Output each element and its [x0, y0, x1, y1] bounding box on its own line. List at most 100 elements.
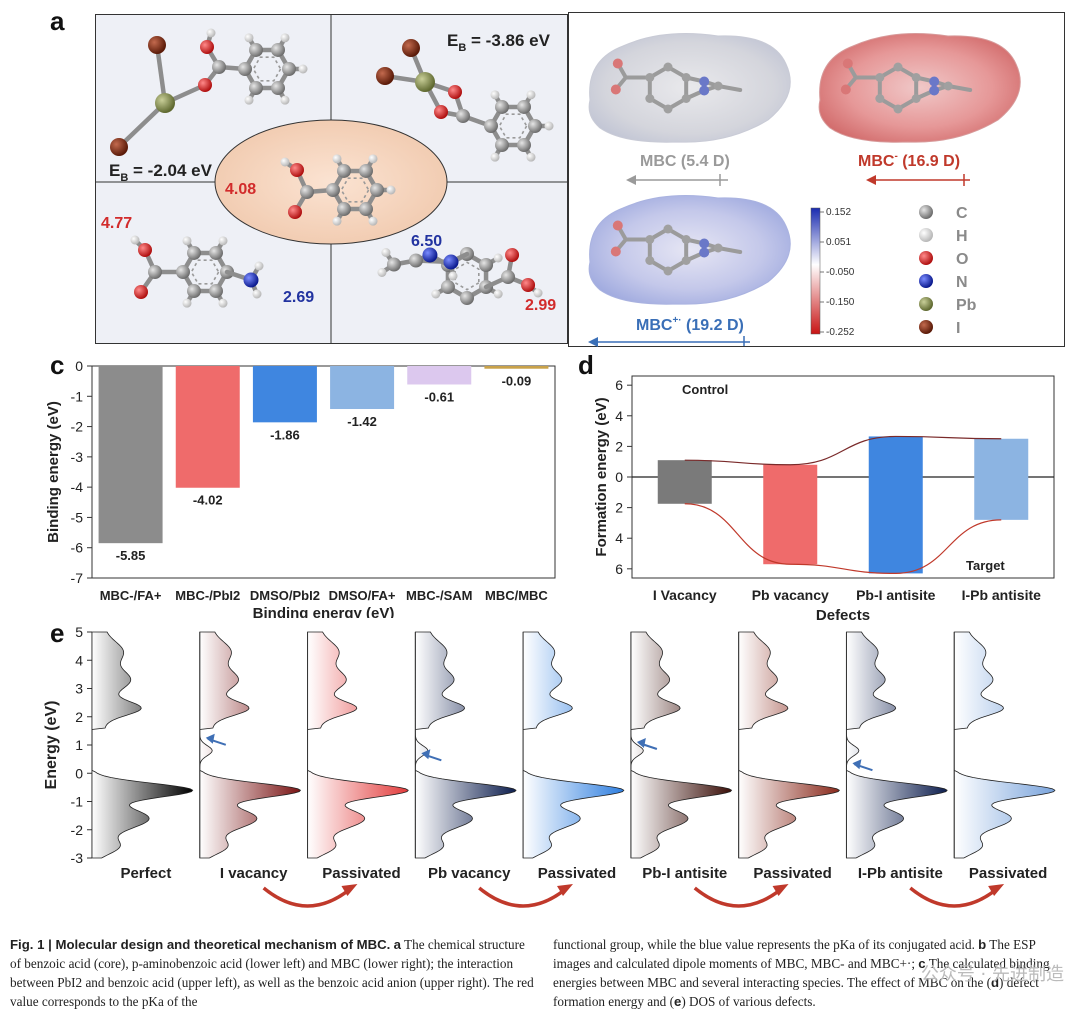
caption-title: Fig. 1 | Molecular design and theoretica…	[10, 937, 391, 952]
bar-value-label: -4.02	[193, 493, 223, 508]
atom-o	[448, 85, 462, 99]
atom-h	[490, 152, 500, 162]
x-tick-label: DMSO/PbI2	[250, 588, 320, 603]
atom-c	[282, 62, 296, 76]
legend-atom-h	[919, 228, 933, 242]
atom-c	[359, 202, 373, 217]
atom-h	[244, 95, 254, 105]
y-tick-label: -1	[71, 794, 84, 810]
y-tick-label: 0	[615, 469, 623, 485]
atom-c	[893, 62, 903, 72]
dos-label-8: Passivated	[969, 865, 1047, 882]
plot-frame	[91, 365, 556, 579]
atom-pb	[155, 93, 175, 113]
caption-b-tag: b	[978, 937, 987, 952]
atom-n	[929, 76, 940, 87]
dos-curve-1	[199, 631, 302, 859]
atom-h	[490, 90, 500, 100]
atom-o	[134, 285, 148, 299]
molecule-structures	[110, 28, 554, 308]
atom-n	[243, 272, 259, 288]
y-tick-label: 6	[615, 561, 623, 577]
watermark: 公众号 · 先进制造	[920, 964, 1064, 985]
atom-c	[249, 42, 263, 57]
y-tick-label: 2	[75, 709, 83, 725]
atom-h	[280, 95, 290, 105]
atom-h	[368, 154, 378, 164]
y-tick-label: 2	[615, 438, 623, 454]
x-axis-title: Binding energy (eV)	[253, 605, 395, 618]
legend-control: Control	[682, 382, 728, 397]
atom-h	[280, 33, 290, 43]
pka-lower-left-acid: 4.77	[101, 215, 132, 232]
atom-c	[300, 185, 314, 199]
atom-c	[713, 243, 723, 253]
atom-h	[381, 248, 391, 257]
dos-label-3: Pb vacancy	[428, 865, 511, 882]
colorbar-tick-label: 0.051	[826, 237, 851, 248]
dos-label-0: Perfect	[120, 865, 171, 882]
atom-c	[176, 265, 190, 279]
atom-c	[460, 291, 474, 305]
panel-label-c: c	[50, 350, 65, 380]
atom-h	[493, 289, 503, 299]
transform-arrow	[478, 886, 569, 908]
caption-c-text: The calculated binding energies between …	[553, 956, 1050, 990]
atom-n	[699, 76, 710, 87]
dos-label-1: I vacancy	[220, 865, 288, 882]
defect-state-arrowhead	[205, 733, 215, 744]
atom-c	[645, 256, 655, 265]
atom-c	[875, 94, 885, 103]
atom-c	[187, 245, 201, 260]
atom-pb	[415, 72, 435, 92]
aromatic-ring	[252, 56, 282, 82]
atom-h	[252, 289, 262, 299]
dos-curve-6	[738, 631, 840, 859]
caption-right: functional group, while the blue value r…	[553, 935, 1073, 1011]
y-tick-label: 4	[75, 652, 83, 668]
bar-2	[868, 436, 923, 574]
legend-label-h: H	[956, 228, 968, 245]
defect-state-arrowhead	[421, 749, 431, 760]
mbc-anion-dipole-label: MBC- (16.9 D)	[858, 151, 960, 170]
atom-n	[699, 238, 710, 249]
atom-c	[386, 257, 401, 272]
y-axis-title: Binding energy (eV)	[45, 401, 62, 543]
aromatic-ring	[340, 177, 370, 203]
esp-molecule-skeletons	[610, 58, 973, 276]
transform-arrowhead	[772, 884, 789, 896]
legend-label-i: I	[956, 320, 960, 337]
y-tick-label: 2	[615, 500, 623, 516]
atom-c	[238, 62, 252, 76]
bar-1	[763, 464, 818, 565]
atom-h	[526, 90, 536, 100]
atom-n	[699, 247, 710, 258]
atom-c	[681, 94, 691, 103]
atom-c	[943, 81, 953, 91]
atom-o	[842, 58, 853, 69]
atom-c	[681, 235, 691, 244]
y-tick-label: 4	[615, 530, 623, 546]
x-tick-label: DMSO/FA+	[329, 588, 396, 603]
colorbar-tick-label: -0.252	[826, 327, 855, 338]
y-tick-label: -2	[71, 419, 84, 435]
bar-3	[974, 438, 1029, 520]
legend-atom-o	[919, 251, 933, 265]
dos-curve-7	[846, 631, 948, 859]
caption-b-text: The ESP images and calculated dipole mom…	[553, 937, 1036, 971]
bar-2	[252, 366, 317, 423]
bar-value-label: -1.86	[270, 427, 300, 442]
atom-c	[212, 60, 226, 74]
y-tick-label: 0	[75, 765, 83, 781]
dos-curve-2	[307, 631, 409, 859]
mbc-dipole-label: MBC (5.4 D)	[640, 153, 730, 170]
bar-value-label: -1.42	[347, 414, 377, 429]
caption-d-text: ) defect formation energy and (	[553, 975, 1039, 1009]
atom-h	[130, 235, 140, 245]
caption-c-tag: c	[918, 956, 926, 971]
atom-c	[528, 119, 542, 133]
aromatic-ring	[498, 113, 528, 139]
atom-c	[911, 73, 921, 82]
legend-atom-c	[919, 205, 933, 219]
